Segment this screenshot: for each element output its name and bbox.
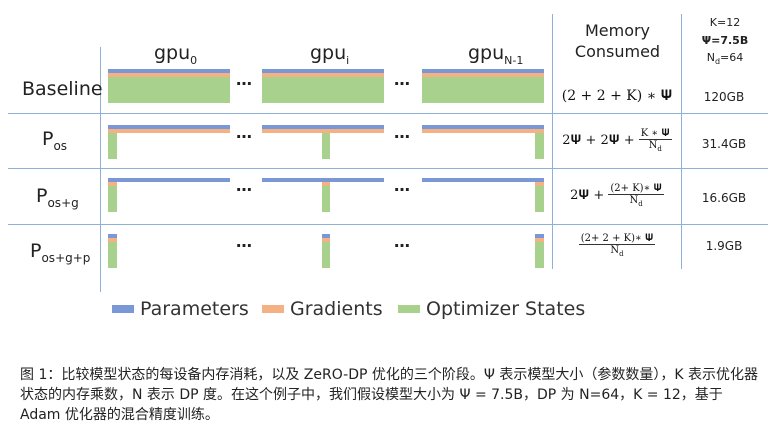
formula-posgp: (2+ 2 + K)∗ 𝚿 Nd xyxy=(578,233,656,258)
posg-gpun-grads xyxy=(535,182,544,186)
ellipsis-row3-b: … xyxy=(394,176,411,195)
memory-column-divider xyxy=(552,14,553,269)
param-k: K=12 xyxy=(709,16,741,29)
legend-parameters: Parameters xyxy=(112,298,249,320)
row-label-baseline: Baseline xyxy=(22,78,103,100)
pos-gpu0-grads xyxy=(108,129,230,133)
legend-optimizer: Optimizer States xyxy=(398,298,585,320)
posg-gpu0-opt xyxy=(108,186,117,212)
value-posgp: 1.9GB xyxy=(705,239,743,253)
parameters-swatch-icon xyxy=(112,305,134,313)
baseline-gpu0-grads xyxy=(108,73,230,77)
pos-gpu0-params xyxy=(108,125,230,129)
pos-gpun-opt xyxy=(535,133,544,159)
value-baseline: 120GB xyxy=(703,90,745,104)
formula-baseline: (2 + 2 + K) ∗ 𝚿 xyxy=(561,88,673,104)
ellipsis-row2-b: … xyxy=(394,123,411,142)
ellipsis-row2-a: … xyxy=(236,123,253,142)
baseline-gpui-params xyxy=(262,69,384,73)
baseline-gpu0-params xyxy=(108,69,230,73)
posgp-gpun-opt xyxy=(535,242,544,268)
formula-pos: 2𝚿 + 2𝚿 + K ∗ 𝚿 Nd xyxy=(562,128,672,153)
value-column-divider xyxy=(681,14,682,269)
posgp-gpui-params xyxy=(322,234,330,238)
posg-gpu0-grads xyxy=(108,182,117,186)
gpu-n-header: gpuN-1 xyxy=(468,42,524,67)
baseline-gpui-opt xyxy=(262,77,384,103)
baseline-gpu0-opt xyxy=(108,77,230,103)
pos-gpui-opt xyxy=(322,133,330,159)
memory-consumed-header: Memory Consumed xyxy=(574,21,661,61)
ellipsis-row4-b: … xyxy=(394,232,411,251)
posgp-gpu0-grads xyxy=(108,238,117,242)
posg-gpui-params xyxy=(262,178,384,182)
ellipsis-row1-a: … xyxy=(236,70,253,89)
posgp-gpu0-params xyxy=(108,234,117,238)
legend-gradients: Gradients xyxy=(262,298,383,320)
posg-gpui-grads xyxy=(322,182,330,186)
ellipsis-row3-a: … xyxy=(236,176,253,195)
figure-caption: 图 1：比较模型状态的每设备内存消耗，以及 ZeRO-DP 优化的三个阶段。Ψ … xyxy=(20,367,758,423)
pos-gpui-grads xyxy=(262,129,384,133)
baseline-gpun-params xyxy=(422,69,544,73)
pos-gpui-params xyxy=(262,125,384,129)
row-label-posgp: Pos+g+p xyxy=(30,240,91,265)
row-divider-1 xyxy=(8,113,768,114)
pos-gpu0-opt xyxy=(108,133,117,159)
param-psi: Ψ=7.5B xyxy=(701,34,749,47)
baseline-gpui-grads xyxy=(262,73,384,77)
value-pos: 31.4GB xyxy=(701,137,747,151)
pos-gpun-grads xyxy=(422,129,544,133)
formula-posg: 2𝚿 + (2+ K)∗ 𝚿 Nd xyxy=(570,183,664,208)
posgp-gpui-grads xyxy=(322,238,330,242)
posg-gpui-opt xyxy=(322,186,330,212)
param-nd: Nd=64 xyxy=(706,51,744,67)
gpu-i-header: gpui xyxy=(310,42,350,67)
baseline-gpun-opt xyxy=(422,77,544,103)
posg-gpun-opt xyxy=(535,186,544,212)
row-label-posg: Pos+g xyxy=(36,185,79,210)
ellipsis-row1-b: … xyxy=(394,70,411,89)
posgp-gpun-params xyxy=(535,234,544,238)
row-divider-2 xyxy=(8,168,768,169)
pos-gpun-params xyxy=(422,125,544,129)
posg-gpun-params xyxy=(422,178,544,182)
gradients-swatch-icon xyxy=(262,305,284,313)
row-divider-3 xyxy=(8,224,768,225)
left-divider xyxy=(100,47,101,292)
optimizer-swatch-icon xyxy=(398,305,420,313)
posgp-gpun-grads xyxy=(535,238,544,242)
value-posg: 16.6GB xyxy=(701,191,747,205)
ellipsis-row4-a: … xyxy=(236,232,253,251)
row-label-pos: Pos xyxy=(42,128,68,153)
gpu-0-header: gpu0 xyxy=(154,42,198,67)
posgp-gpui-opt xyxy=(322,242,330,268)
posg-gpu0-params xyxy=(108,178,230,182)
baseline-gpun-grads xyxy=(422,73,544,77)
posgp-gpu0-opt xyxy=(108,242,117,268)
